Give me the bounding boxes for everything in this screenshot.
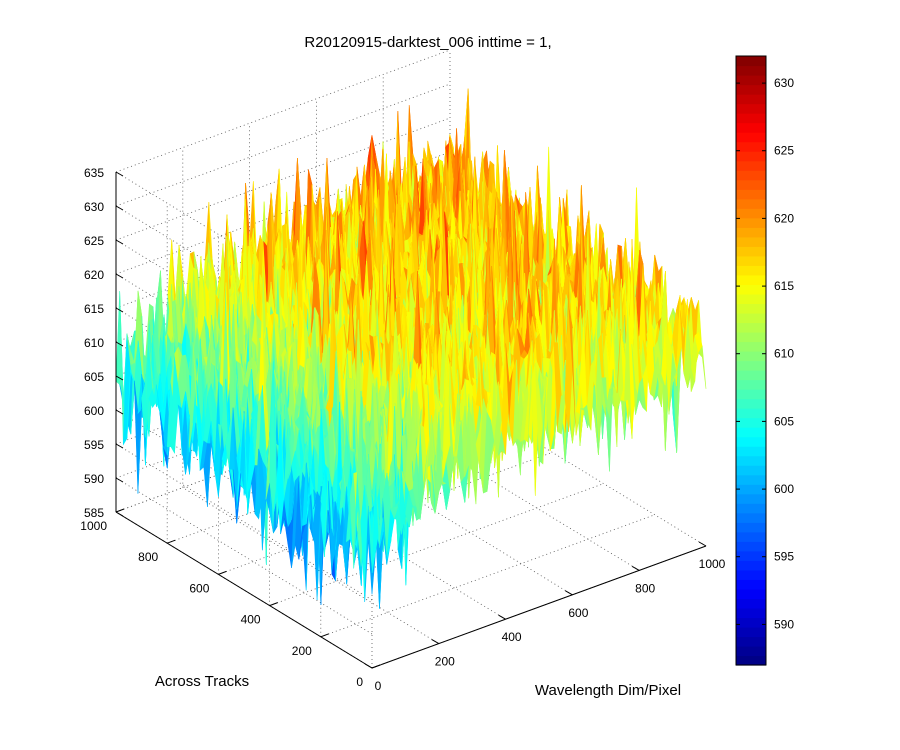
surface-plot (115, 88, 707, 609)
grid-line-y (218, 452, 553, 575)
grid-line-z (115, 117, 451, 241)
grid-line-z (115, 49, 451, 173)
grid-line-y (269, 483, 604, 606)
grid-line-z (115, 83, 451, 207)
grid-line-y (320, 514, 655, 638)
